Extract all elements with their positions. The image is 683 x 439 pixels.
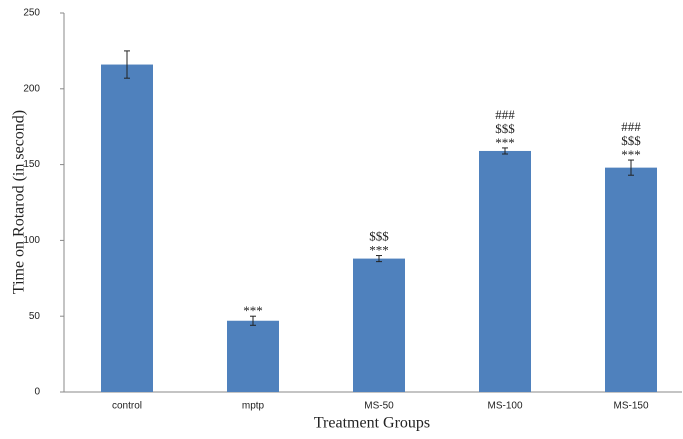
annotation: *** <box>621 147 641 162</box>
y-tick-label: 50 <box>29 311 41 322</box>
y-tick-label: 250 <box>23 8 40 19</box>
annotation: $$$ <box>621 133 641 148</box>
bar <box>353 258 405 392</box>
y-tick-label: 0 <box>34 387 40 398</box>
annotation: *** <box>495 135 515 150</box>
x-tick-label: control <box>112 401 142 412</box>
annotation: *** <box>243 303 263 318</box>
x-tick-label: MS-50 <box>364 401 394 412</box>
annotation: ### <box>621 119 641 134</box>
bar <box>101 64 153 392</box>
annotation: ### <box>495 107 515 122</box>
x-axis-title: Treatment Groups <box>314 415 430 432</box>
bar <box>605 167 657 392</box>
annotation: $$$ <box>495 121 515 136</box>
x-tick-label: mptp <box>242 401 265 412</box>
y-axis-title: Time on Rotarod (in second) <box>11 110 28 294</box>
y-tick-label: 100 <box>23 235 40 246</box>
bar <box>479 150 531 392</box>
y-tick-label: 200 <box>23 83 40 94</box>
y-tick-label: 150 <box>23 159 40 170</box>
annotation: *** <box>369 243 389 258</box>
bar <box>227 320 279 392</box>
annotation: $$$ <box>369 229 389 244</box>
x-tick-label: MS-150 <box>613 401 648 412</box>
x-tick-label: MS-100 <box>487 401 522 412</box>
